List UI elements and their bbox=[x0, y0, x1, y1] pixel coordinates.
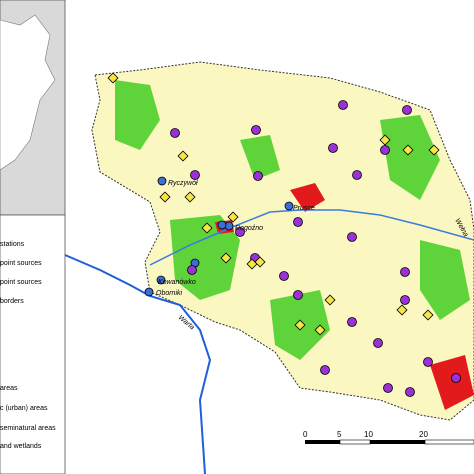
scale-seg bbox=[305, 440, 340, 444]
legend: stations point sources point sources border… bbox=[0, 241, 56, 450]
station-label: Rogoźno bbox=[235, 225, 263, 232]
legend-label: borders bbox=[0, 298, 24, 305]
legend-label: stations bbox=[0, 241, 25, 248]
diffuse-source bbox=[324, 294, 336, 306]
river-warta bbox=[64, 254, 212, 474]
forest bbox=[170, 215, 240, 300]
legend-box bbox=[0, 214, 66, 474]
point-source bbox=[293, 217, 303, 227]
diffuse-source bbox=[379, 134, 391, 146]
diffuse-source bbox=[107, 72, 119, 84]
markers bbox=[107, 72, 461, 397]
river-welna bbox=[149, 209, 474, 266]
diffuse-source bbox=[396, 304, 408, 316]
diffuse-source bbox=[220, 252, 232, 264]
point-source bbox=[187, 265, 197, 275]
diffuse-source bbox=[254, 256, 266, 268]
point-source bbox=[383, 383, 393, 393]
point-source bbox=[400, 295, 410, 305]
station-marker bbox=[157, 176, 167, 186]
legend-label: point sources bbox=[0, 279, 42, 286]
point-source bbox=[253, 171, 263, 181]
scale-label: 5 bbox=[337, 430, 342, 439]
scale-label: 20 bbox=[419, 430, 428, 439]
scale-seg bbox=[370, 440, 425, 444]
point-source bbox=[347, 317, 357, 327]
diffuse-source bbox=[402, 144, 414, 156]
diffuse-source bbox=[159, 191, 171, 203]
forest bbox=[380, 115, 440, 200]
point-source bbox=[352, 170, 362, 180]
station-marker bbox=[144, 287, 154, 297]
urban bbox=[290, 183, 325, 212]
scale-box bbox=[300, 432, 474, 474]
point-source bbox=[235, 227, 245, 237]
point-source bbox=[400, 267, 410, 277]
diffuse-source bbox=[177, 150, 189, 162]
diffuse-source bbox=[227, 211, 239, 223]
legend-label: c (urban) areas bbox=[0, 405, 48, 412]
station-label: Oborniki bbox=[156, 290, 183, 297]
scale-label: 0 bbox=[303, 430, 308, 439]
point-source bbox=[279, 271, 289, 281]
diffuse-source bbox=[294, 319, 306, 331]
scale-seg bbox=[339, 439, 371, 445]
point-source bbox=[405, 387, 415, 397]
urban bbox=[430, 355, 474, 410]
legend-label: and wetlands bbox=[0, 443, 42, 450]
legend-label: seminatural areas bbox=[0, 425, 56, 432]
point-source bbox=[320, 365, 330, 375]
point-source bbox=[402, 105, 412, 115]
scale-label: 10 bbox=[364, 430, 373, 439]
station-label: Ryczywół bbox=[168, 180, 198, 187]
station-label: Prusce bbox=[293, 205, 315, 212]
diffuse-source bbox=[314, 324, 326, 336]
diffuse-source bbox=[201, 222, 213, 234]
point-source bbox=[380, 145, 390, 155]
point-source bbox=[328, 143, 338, 153]
point-source bbox=[423, 357, 433, 367]
station-marker bbox=[217, 220, 227, 230]
point-source bbox=[251, 125, 261, 135]
diffuse-source bbox=[246, 258, 258, 270]
inset-country bbox=[0, 14, 56, 171]
region bbox=[91, 61, 474, 421]
legend-label: areas bbox=[0, 385, 18, 392]
point-source bbox=[293, 290, 303, 300]
point-source bbox=[190, 170, 200, 180]
point-source bbox=[451, 373, 461, 383]
station-label: Kowanówko bbox=[158, 279, 196, 286]
station-marker bbox=[284, 201, 294, 211]
forest bbox=[115, 80, 160, 150]
station-marker bbox=[156, 275, 166, 285]
point-source bbox=[347, 232, 357, 242]
point-source bbox=[373, 338, 383, 348]
point-source bbox=[338, 100, 348, 110]
legend-label: point sources bbox=[0, 260, 42, 267]
diffuse-source bbox=[422, 309, 434, 321]
forest bbox=[420, 240, 470, 320]
scale-seg bbox=[424, 439, 474, 445]
diffuse-source bbox=[184, 191, 196, 203]
point-source bbox=[170, 128, 180, 138]
diffuse-source bbox=[428, 144, 440, 156]
forest bbox=[240, 135, 280, 180]
